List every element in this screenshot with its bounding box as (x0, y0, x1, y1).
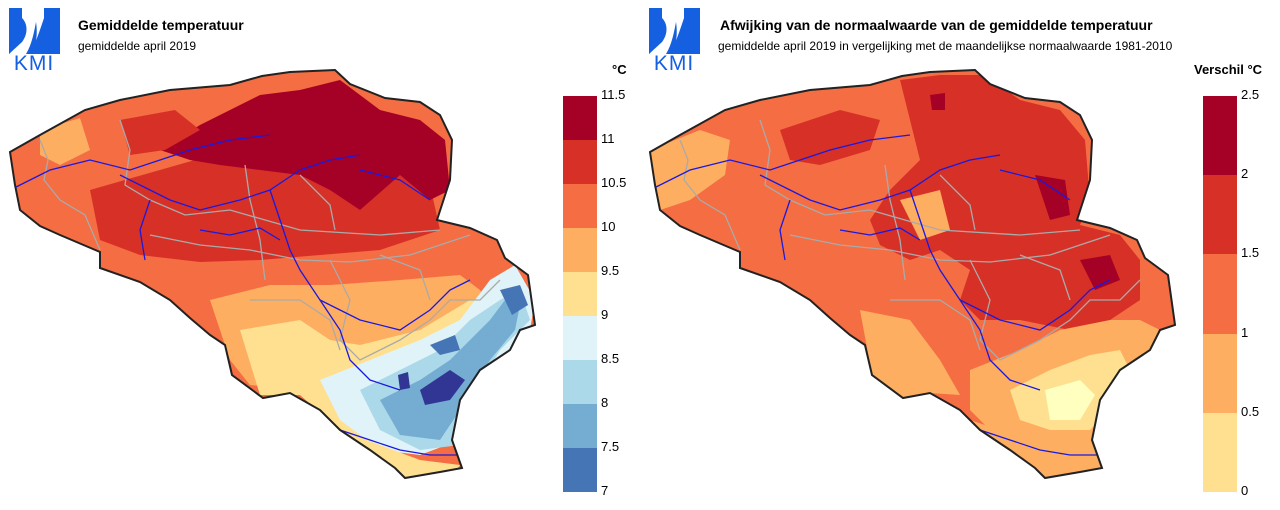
legend-label: 9 (601, 307, 609, 322)
legend-swatch (563, 404, 597, 448)
anomaly-legend: 2.5 2 1.5 1 0.5 0 (1203, 88, 1273, 498)
legend-label: 7 (601, 483, 609, 498)
temperature-legend: 11.5 11 10.5 10 9.5 9 8.5 8 7.5 7 (563, 88, 633, 498)
map-subtitle: gemiddelde april 2019 (78, 39, 197, 53)
legend-label: 1.5 (1241, 245, 1260, 261)
legend-swatch (1203, 175, 1237, 255)
legend-unit-label: Verschil °C (1194, 62, 1263, 77)
legend-label: 11.5 (601, 87, 626, 102)
map-subtitle: gemiddelde april 2019 in vergelijking me… (718, 39, 1173, 53)
legend-label: 2.5 (1241, 87, 1260, 102)
temperature-panel: KMI Gemiddelde temperatuur gemiddelde ap… (0, 0, 640, 507)
legend-swatch (563, 228, 597, 272)
legend-label: 10.5 (601, 175, 627, 190)
legend-label: 2 (1241, 166, 1249, 182)
legend-label: 8.5 (601, 351, 620, 366)
temperature-map (9, 69, 536, 479)
legend-swatch (563, 96, 597, 140)
legend-swatch (563, 316, 597, 360)
legend-swatch (1203, 96, 1237, 176)
legend-label: 11 (601, 131, 615, 146)
legend-swatch (563, 448, 597, 492)
legend-swatch (563, 184, 597, 228)
kmi-logo-icon (9, 8, 60, 54)
legend-label: 0 (1241, 483, 1249, 498)
map-title: Gemiddelde temperatuur (78, 17, 244, 33)
legend-swatch (1203, 412, 1237, 492)
kmi-logo: KMI (6, 4, 62, 75)
map-title: Afwijking van de normaalwaarde van de ge… (720, 17, 1153, 33)
legend-label: 0.5 (1241, 403, 1260, 419)
legend-label: 7.5 (601, 439, 620, 454)
legend-swatch (563, 140, 597, 184)
anomaly-panel: KMI Afwijking van de normaalwaarde van d… (640, 0, 1280, 507)
kmi-logo: KMI (646, 4, 702, 75)
legend-swatch (563, 360, 597, 404)
legend-label: 10 (601, 219, 616, 234)
legend-label: 1 (1241, 324, 1249, 340)
legend-unit-label: °C (612, 62, 627, 77)
kmi-logo-text: KMI (13, 52, 55, 75)
legend-swatch (563, 272, 597, 316)
legend-swatch (1203, 333, 1237, 413)
legend-label: 8 (601, 395, 609, 410)
kmi-logo-icon (649, 8, 700, 54)
anomaly-map (649, 69, 1176, 479)
legend-label: 9.5 (601, 263, 620, 278)
legend-swatch (1203, 254, 1237, 334)
kmi-logo-text: KMI (653, 52, 695, 75)
